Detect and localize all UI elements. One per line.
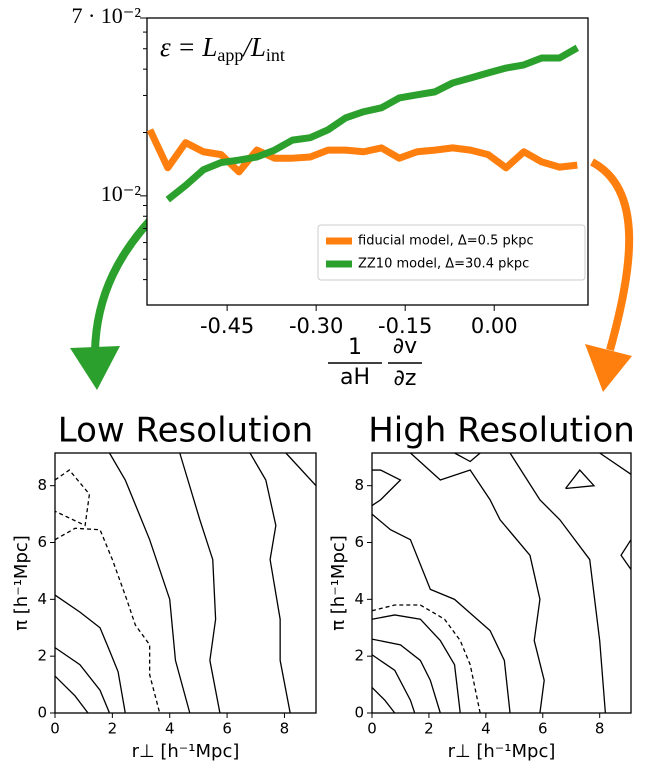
x-tick-label: -0.45	[200, 314, 254, 338]
x-tick-label: 2	[424, 720, 434, 738]
x-label-part: ∂v	[393, 334, 417, 359]
contour-line	[54, 647, 111, 714]
x-tick-label: 4	[165, 720, 175, 738]
panel-frame	[54, 452, 317, 714]
y-axis-label: π [h⁻¹Mpc]	[11, 535, 32, 631]
annotation-part: /L	[241, 32, 266, 62]
x-tick-label: 4	[481, 720, 491, 738]
panel-title: Low Resolution	[58, 411, 313, 451]
annotation-sub: app	[217, 45, 243, 65]
x-tick-label: 2	[108, 720, 118, 738]
legend-label: fiducial model, Δ=0.5 pkpc	[358, 234, 534, 249]
contour-line	[371, 686, 396, 714]
legend-label: ZZ10 model, Δ=30.4 pkpc	[358, 257, 529, 272]
legend-box	[317, 224, 586, 281]
y-axis-label: π [h⁻¹Mpc]	[328, 535, 349, 631]
y-tick-label: 0	[37, 704, 47, 722]
annotation: ε = Lapp/Lint	[160, 32, 285, 65]
contour-line	[599, 452, 632, 475]
y-tick-label: 4	[37, 590, 47, 608]
x-axis-label: r⊥ [h⁻¹Mpc]	[132, 741, 240, 762]
orange-arrowhead	[585, 344, 632, 392]
y-tick-label: 0	[354, 704, 364, 722]
contour-line	[54, 469, 91, 527]
green-arrowhead	[70, 346, 120, 390]
series-line	[165, 44, 580, 203]
annotation-part: ε = L	[160, 32, 217, 62]
x-tick-label: -0.30	[289, 314, 343, 338]
contour-line	[371, 513, 511, 714]
x-tick-label: -0.15	[378, 314, 432, 338]
contour-line	[454, 452, 481, 463]
y-tick-label: 6	[354, 533, 364, 551]
contour-line	[285, 452, 317, 487]
x-tick-label: 0	[50, 720, 60, 738]
contour-line	[108, 452, 191, 714]
y-tick-label: 2	[354, 647, 364, 665]
contour-line	[371, 469, 402, 507]
x-tick-label: 0.00	[471, 314, 518, 338]
series-line	[146, 128, 578, 176]
x-label-part: aH	[340, 365, 370, 390]
y-tick-label: 2	[37, 647, 47, 665]
x-label-part: 1	[348, 335, 362, 360]
x-tick-label: 6	[222, 720, 232, 738]
contour-line	[620, 539, 632, 570]
contour-line	[54, 594, 126, 714]
contour-line	[54, 675, 89, 714]
panel-frame	[371, 452, 632, 714]
contour-line	[371, 614, 461, 714]
contour-line	[249, 452, 291, 714]
contour-line	[179, 452, 221, 714]
y-tick-label: 10⁻²	[101, 181, 142, 206]
contour-line	[371, 638, 441, 714]
x-tick-label: 0	[367, 720, 377, 738]
y-tick-label: 8	[354, 476, 364, 494]
panel-title: High Resolution	[368, 411, 635, 451]
x-tick-label: 8	[595, 720, 605, 738]
contour-line	[509, 452, 607, 714]
orange-arrow	[589, 158, 634, 352]
contour-line	[371, 654, 416, 714]
contour-line	[409, 452, 545, 714]
y-tick-label: 7 · 10⁻²	[71, 3, 141, 28]
legend: fiducial model, Δ=0.5 pkpc ZZ10 model, Δ=…	[317, 224, 586, 281]
contour-line	[371, 604, 481, 714]
x-axis-label: r⊥ [h⁻¹Mpc]	[448, 741, 556, 762]
x-tick-label: 8	[280, 720, 290, 738]
annotation-sub: int	[266, 45, 285, 65]
x-tick-label: 6	[538, 720, 548, 738]
contour-line	[54, 527, 161, 714]
y-tick-label: 6	[37, 533, 47, 551]
y-tick-label: 8	[37, 476, 47, 494]
x-label-part: ∂z	[394, 366, 417, 391]
y-tick-label: 4	[354, 590, 364, 608]
contour-line	[565, 469, 596, 490]
